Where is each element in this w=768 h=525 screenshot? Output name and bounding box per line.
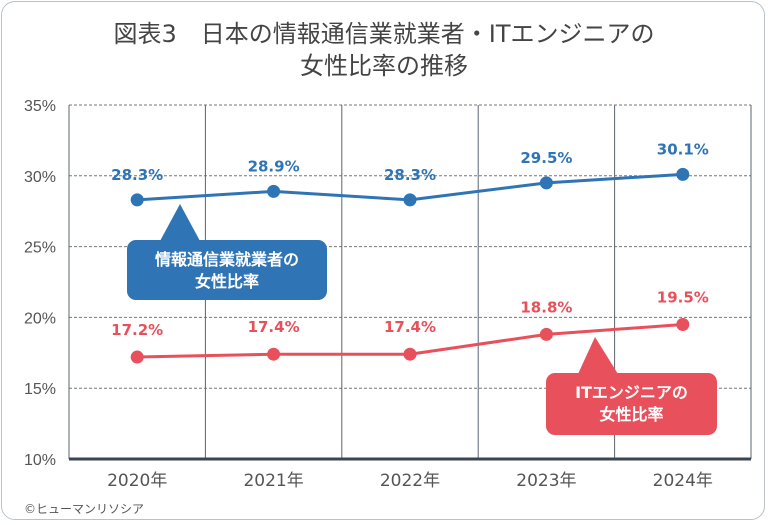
data-point <box>403 347 417 361</box>
data-label: 18.8% <box>520 298 572 316</box>
x-tick-label: 2021年 <box>243 471 303 491</box>
data-label: 30.1% <box>657 140 709 158</box>
x-tick-label: 2022年 <box>380 471 440 491</box>
x-tick-label: 2023年 <box>516 471 576 491</box>
data-point <box>539 176 553 190</box>
y-tick-label: 15% <box>24 381 56 398</box>
series-label-box <box>546 373 717 435</box>
data-point <box>676 167 690 181</box>
data-point <box>130 193 144 207</box>
x-tick-label: 2024年 <box>653 471 713 491</box>
data-label: 28.3% <box>111 166 163 184</box>
callout-pointer <box>578 337 618 374</box>
title-line-1: 図表3 日本の情報通信業就業者・ITエンジニアの <box>113 20 655 48</box>
y-tick-label: 30% <box>24 169 56 186</box>
data-point <box>267 347 281 361</box>
data-label: 17.2% <box>111 321 163 339</box>
y-tick-label: 35% <box>24 98 56 115</box>
data-label: 29.5% <box>520 149 572 167</box>
series-label-text: 情報通信業就業者の <box>155 250 299 269</box>
series-label-text: 女性比率 <box>599 405 663 424</box>
data-point <box>403 193 417 207</box>
title-line-2: 女性比率の推移 <box>300 52 468 80</box>
series-label-box <box>127 240 327 300</box>
data-point <box>267 184 281 198</box>
x-tick-label: 2020年 <box>107 471 167 491</box>
chart-title: 図表3 日本の情報通信業就業者・ITエンジニアの 女性比率の推移 <box>0 18 768 82</box>
series-label-text: 女性比率 <box>195 272 259 291</box>
y-tick-label: 25% <box>24 240 56 257</box>
data-label: 19.5% <box>657 288 709 306</box>
callout-pointer <box>160 204 200 241</box>
data-label: 28.3% <box>384 166 436 184</box>
copyright-credit: ©ヒューマンリソシア <box>24 502 145 516</box>
data-point <box>676 317 690 331</box>
series-label-text: ITエンジニアの <box>575 383 688 402</box>
data-label: 17.4% <box>248 318 300 336</box>
data-label: 17.4% <box>384 318 436 336</box>
y-tick-label: 20% <box>24 310 56 327</box>
data-point <box>130 350 144 364</box>
y-tick-label: 10% <box>24 452 56 469</box>
data-point <box>539 327 553 341</box>
data-label: 28.9% <box>248 157 300 175</box>
